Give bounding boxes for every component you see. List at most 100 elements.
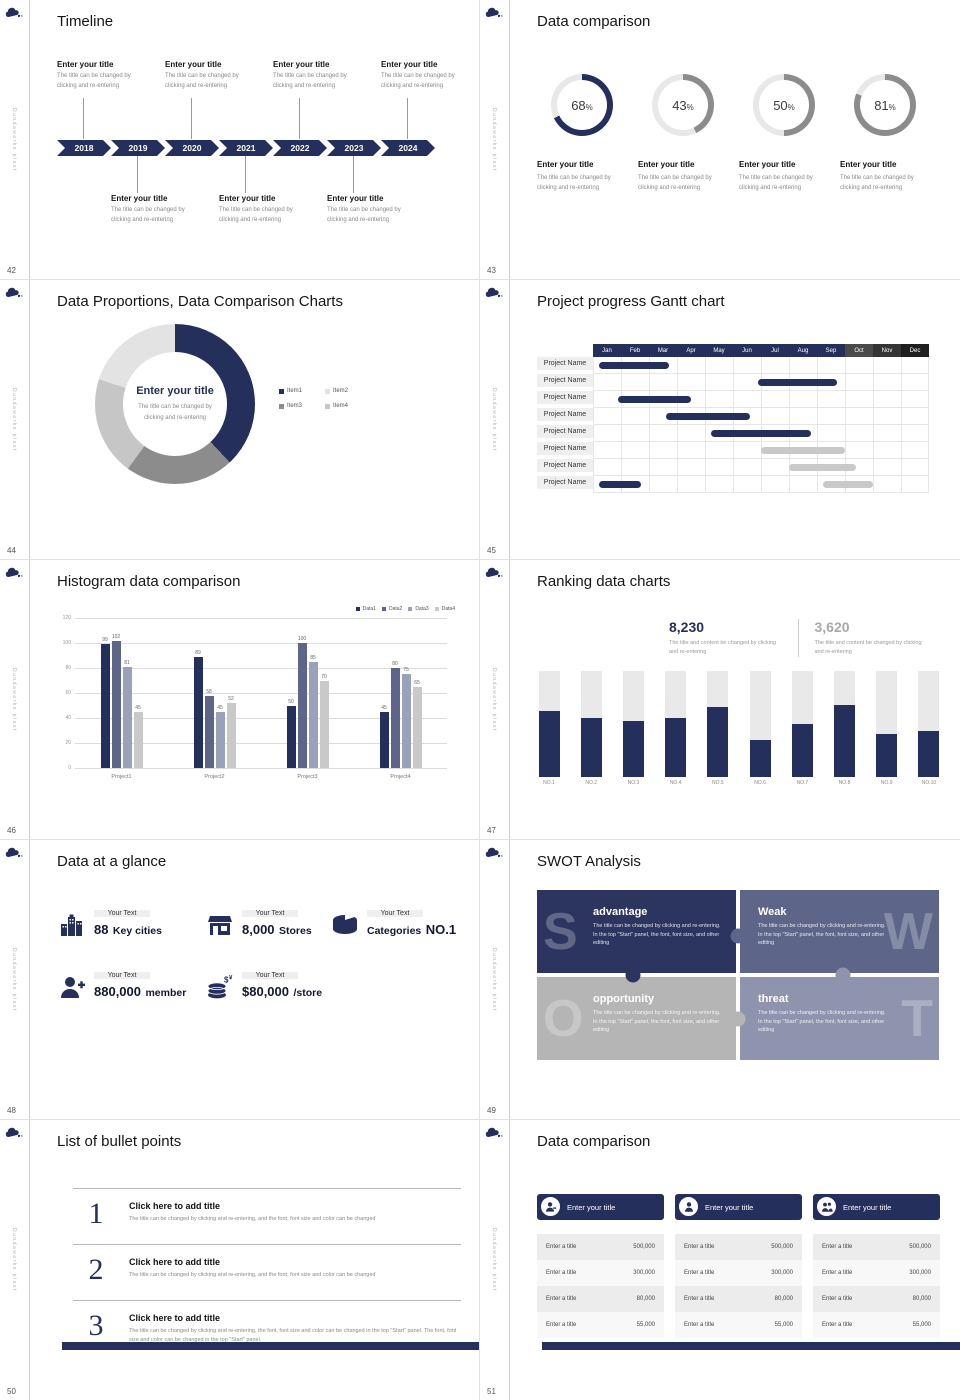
donut-title: Enter your title — [537, 160, 594, 169]
timeline-connector — [353, 156, 354, 193]
slide-48-glance[interactable]: Data at a glance Your Text 88 Key cities… — [0, 840, 480, 1120]
card-header: Enter your title — [813, 1194, 940, 1220]
bar-label: NO.6 — [754, 779, 766, 786]
gantt-month: Sep — [817, 344, 845, 357]
page-number: 44 — [7, 546, 16, 555]
card-header: Enter your title — [675, 1194, 802, 1220]
donut-item: 50% Enter your title The title can be ch… — [739, 74, 840, 193]
slide-sidebar: Dundaworks plast — [0, 840, 30, 1119]
gantt-row-area — [593, 357, 929, 374]
brand-logo — [5, 566, 24, 584]
bar-wrap: 75 — [401, 667, 411, 768]
gantt-row-label: Project Name — [537, 425, 593, 439]
row-label: Enter a title — [684, 1296, 715, 1302]
timeline-entry: Enter your title The title can be changed… — [327, 194, 427, 225]
donut-title: Enter your title — [840, 160, 897, 169]
ranking-bar: NO.2 — [579, 670, 603, 786]
bar — [193, 656, 203, 768]
gantt-month: Jan — [593, 344, 621, 357]
bar-track — [791, 670, 813, 777]
slide-43-data-comparison[interactable]: Data comparison 68% Enter your title The… — [480, 0, 960, 280]
gantt-row-label: Project Name — [537, 374, 593, 388]
bar-track — [580, 670, 602, 777]
brand-logo — [5, 1126, 24, 1144]
bar-value: 75 — [403, 667, 409, 674]
legend-swatch — [325, 388, 330, 394]
bar — [286, 705, 296, 768]
timeline-entry-body: The title can be changed by clicking and… — [111, 207, 185, 223]
slide-content: List of bullet points 1 Click here to ad… — [31, 1120, 479, 1400]
bar-fill — [580, 718, 602, 777]
bar-track — [834, 670, 856, 777]
slide-45-gantt[interactable]: Project progress Gantt chart Jan Feb Mar Ap… — [480, 280, 960, 560]
stat-label: Your Text — [242, 972, 298, 980]
row-label: Enter a title — [546, 1270, 577, 1276]
legend-swatch — [355, 607, 360, 611]
row-value: 55,000 — [774, 1322, 793, 1328]
card-row: Enter a title 500,000 — [813, 1234, 940, 1260]
bar-group: 50 100 85 70 Project3 — [286, 636, 329, 780]
x-tick-label: Project2 — [204, 774, 225, 780]
slide-47-ranking[interactable]: Ranking data charts 8,230 The title and … — [480, 560, 960, 840]
gantt-month: Dec — [901, 344, 929, 357]
timeline-entry: Enter your title The title can be changed… — [219, 194, 319, 225]
stat-item: $ ¥ Your Text $80,000 /store — [205, 972, 330, 1002]
bar-value: 100 — [297, 636, 307, 642]
bar-wrap: 70 — [319, 674, 329, 768]
timeline-entry-body: The title can be changed by clicking and… — [381, 73, 455, 89]
bar-value: 85 — [310, 654, 316, 661]
bar-value: 45 — [135, 704, 141, 711]
slide-51-comparison-cards[interactable]: Data comparison Enter your title Enter a… — [480, 1120, 960, 1400]
comparison-card: Enter your title Enter a title 500,000 Ent… — [813, 1194, 940, 1338]
donut-ring: 43% — [652, 74, 714, 136]
row-value: 80,000 — [774, 1296, 793, 1302]
row-label: Enter a title — [822, 1244, 853, 1250]
stat-label: Your Text — [94, 910, 150, 918]
slide-sidebar: Dundaworks plast — [0, 0, 30, 279]
slide-49-swot[interactable]: SWOT Analysis S advantage The title can … — [480, 840, 960, 1120]
comparison-card: Enter your title Enter a title 500,000 Ent… — [537, 1194, 664, 1338]
timeline-connector — [137, 156, 138, 193]
gantt-month: Oct — [845, 344, 873, 357]
donut-percent: 68% — [551, 74, 613, 136]
store-icon — [205, 910, 235, 940]
slide-title: Data at a glance — [57, 853, 167, 870]
gantt-bar — [598, 481, 641, 488]
slide-46-histogram[interactable]: Histogram data comparison 0 20 40 60 80 100 12… — [0, 560, 480, 840]
row-value: 80,000 — [912, 1296, 931, 1302]
ranking-bar: NO.3 — [621, 670, 645, 786]
card-rows: Enter a title 500,000 Enter a title 300,000… — [813, 1234, 940, 1338]
legend-item: Item2 — [325, 388, 371, 394]
stat-text: Your Text 88 Key cities — [94, 910, 162, 939]
chart-legend: Data1 Data2 Data3 Data4 — [355, 606, 455, 612]
bullet-text: Click here to add title The title can be… — [119, 1309, 461, 1346]
grid-line — [75, 618, 447, 619]
card-rows: Enter a title 500,000 Enter a title 300,000… — [675, 1234, 802, 1338]
vertical-brand-text: Dundaworks plast — [11, 388, 17, 452]
vertical-brand-text: Dundaworks plast — [491, 108, 497, 172]
slide-50-bullet-list[interactable]: List of bullet points 1 Click here to ad… — [0, 1120, 480, 1400]
timeline-year: 2018 — [57, 140, 111, 156]
bar-label: NO.3 — [627, 779, 640, 786]
timeline-entry-title: Enter your title — [57, 60, 114, 69]
bar-label: NO.10 — [921, 779, 937, 786]
page-number: 42 — [7, 266, 16, 275]
slide-42-timeline[interactable]: Timeline 2018 2019 2020 2021 2022 2023 2024 En… — [0, 0, 480, 280]
row-value: 500,000 — [633, 1244, 655, 1250]
slide-44-proportions[interactable]: Data Proportions, Data Comparison Charts… — [0, 280, 480, 560]
bar-fill — [707, 706, 729, 777]
slide-title: Ranking data charts — [537, 573, 671, 590]
bullet-title: Click here to add title — [129, 1257, 221, 1267]
bar-fill — [538, 710, 560, 777]
donut-hole — [557, 80, 607, 130]
row-label: Enter a title — [822, 1270, 853, 1276]
donut-hole — [860, 80, 910, 130]
timeline-entry-body: The title can be changed by clicking and… — [219, 207, 293, 223]
gantt-bar — [822, 481, 873, 488]
percent-value: 43 — [672, 97, 687, 113]
legend-item: Data2 — [381, 606, 402, 612]
comparison-card: Enter your title Enter a title 500,000 Ent… — [675, 1194, 802, 1338]
legend-item: Data4 — [434, 606, 455, 612]
bar — [133, 711, 143, 768]
bar-wrap: 100 — [297, 636, 307, 768]
